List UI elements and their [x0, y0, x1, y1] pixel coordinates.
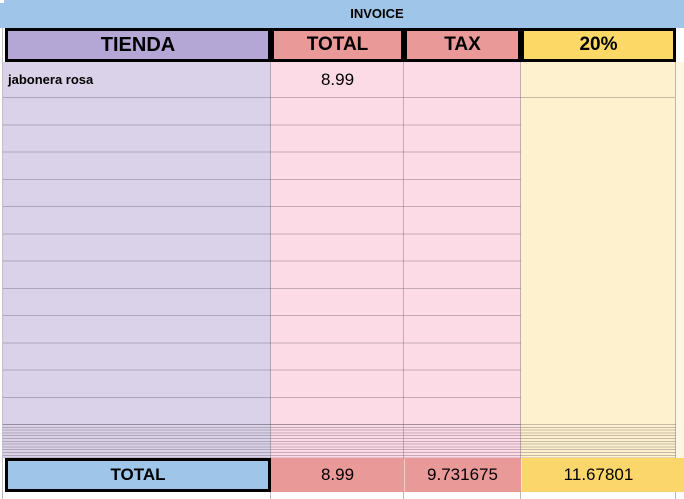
tax-column-body[interactable]: [404, 62, 521, 458]
cell-20pct-row1[interactable]: [521, 62, 676, 97]
cell-tienda-row1[interactable]: jabonera rosa: [8, 72, 94, 87]
right-margin-strip: [676, 62, 684, 458]
invoice-title: INVOICE: [350, 6, 404, 21]
header-cell-total[interactable]: TOTAL: [271, 28, 404, 62]
header-cell-20pct[interactable]: 20%: [521, 28, 676, 62]
cell-tax-row1[interactable]: [404, 62, 521, 97]
bottom-tick: [270, 492, 271, 499]
corner-notch: [0, 0, 4, 3]
total-row-label-cell[interactable]: TOTAL: [5, 458, 271, 492]
total-column-body[interactable]: [271, 62, 404, 458]
tienda-column-body[interactable]: [3, 62, 271, 458]
bottom-tick: [675, 492, 676, 499]
pct20-column-body[interactable]: [521, 62, 676, 458]
bottom-tick: [520, 492, 521, 499]
bottom-tick: [2, 492, 3, 499]
total-row-20pct-cell[interactable]: 11.67801: [521, 458, 684, 492]
invoice-banner-cell[interactable]: INVOICE: [0, 0, 684, 28]
header-cell-tienda[interactable]: TIENDA: [5, 28, 271, 62]
bottom-tick: [403, 492, 404, 499]
header-cell-tax[interactable]: TAX: [404, 28, 521, 62]
cell-total-row1[interactable]: 8.99: [320, 70, 355, 89]
total-row-tax-cell[interactable]: 9.731675: [404, 458, 521, 492]
total-row-total-cell[interactable]: 8.99: [271, 458, 404, 492]
